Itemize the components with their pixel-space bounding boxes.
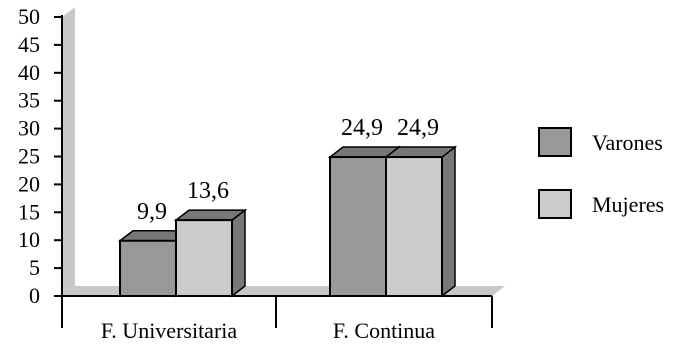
bar-side — [231, 208, 246, 298]
y-tick-label: 40 — [18, 60, 40, 85]
data-label: 9,9 — [137, 199, 167, 225]
data-label: 24,9 — [397, 115, 439, 141]
bar-front — [329, 156, 387, 297]
legend-label: Mujeres — [592, 192, 664, 217]
bar-top — [173, 209, 248, 221]
bar-front — [385, 156, 443, 297]
bar-front — [175, 219, 233, 297]
y-tick-label: 50 — [18, 4, 40, 29]
data-label: 24,9 — [341, 115, 383, 141]
side-wall — [62, 7, 75, 296]
y-tick-label: 5 — [29, 255, 40, 280]
bar-front — [119, 239, 177, 297]
y-tick-label: 25 — [18, 144, 40, 169]
y-tick-label: 30 — [18, 116, 40, 141]
data-label: 13,6 — [187, 178, 229, 204]
bar-mujeres-0 — [173, 208, 248, 298]
y-tick-label: 20 — [18, 171, 40, 196]
y-tick-label: 10 — [18, 227, 40, 252]
y-tick-label: 35 — [18, 88, 40, 113]
y-tick-label: 45 — [18, 32, 40, 57]
legend-swatch-mujeres — [538, 189, 572, 219]
bar-mujeres-1 — [383, 145, 458, 298]
category-label: F. Universitaria — [101, 318, 238, 343]
legend-swatch-varones — [538, 127, 572, 157]
bar-side — [441, 145, 456, 298]
category-label: F. Continua — [333, 318, 435, 343]
bar-top — [383, 146, 458, 158]
legend-label: Varones — [592, 130, 663, 155]
y-tick-label: 15 — [18, 199, 40, 224]
y-tick-label: 0 — [29, 283, 40, 308]
